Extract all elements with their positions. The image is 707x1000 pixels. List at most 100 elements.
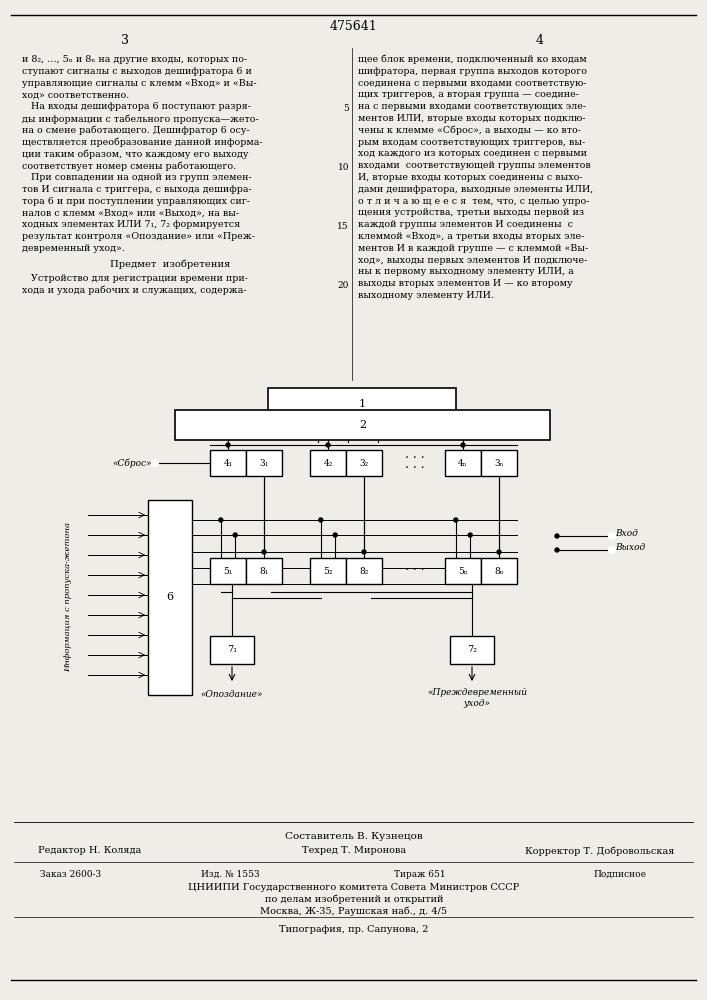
Text: на с первыми входами соответствующих эле-: на с первыми входами соответствующих эле… xyxy=(358,102,586,111)
Text: 20: 20 xyxy=(338,281,349,290)
Text: 3ₙ: 3ₙ xyxy=(494,458,503,468)
Circle shape xyxy=(454,518,458,522)
Text: 3₂: 3₂ xyxy=(359,458,368,468)
Circle shape xyxy=(326,443,330,447)
Text: 8₂: 8₂ xyxy=(359,566,368,576)
Text: девременный уход».: девременный уход». xyxy=(22,244,124,253)
Bar xyxy=(346,450,382,476)
Circle shape xyxy=(151,460,158,466)
Text: шифратора, первая группа выходов которого: шифратора, первая группа выходов которог… xyxy=(358,67,587,76)
Text: 2: 2 xyxy=(359,420,366,430)
Bar xyxy=(246,558,282,584)
Text: Тираж 651: Тираж 651 xyxy=(395,870,446,879)
Text: ментов И в каждой группе — с клеммой «Вы-: ментов И в каждой группе — с клеммой «Вы… xyxy=(358,244,588,253)
Bar xyxy=(310,450,346,476)
Text: соответствует номер смены работающего.: соответствует номер смены работающего. xyxy=(22,161,236,171)
Text: клеммой «Вход», а третьи входы вторых эле-: клеммой «Вход», а третьи входы вторых эл… xyxy=(358,232,585,241)
Bar xyxy=(445,558,481,584)
Circle shape xyxy=(609,532,616,540)
Text: ществляется преобразование данной информа-: ществляется преобразование данной информ… xyxy=(22,138,262,147)
Text: каждой группы элементов И соединены  с: каждой группы элементов И соединены с xyxy=(358,220,573,229)
Circle shape xyxy=(333,533,337,537)
Text: хода и ухода рабочих и служащих, содержа-: хода и ухода рабочих и служащих, содержа… xyxy=(22,285,247,295)
Text: Выход: Выход xyxy=(615,544,645,552)
Circle shape xyxy=(461,443,465,447)
Text: 4: 4 xyxy=(536,33,544,46)
Text: входами  соответствующей группы элементов: входами соответствующей группы элементов xyxy=(358,161,591,170)
Text: результат контроля «Опоздание» или «Преж-: результат контроля «Опоздание» или «Преж… xyxy=(22,232,255,241)
Bar xyxy=(481,558,517,584)
Text: Изд. № 1553: Изд. № 1553 xyxy=(201,870,259,879)
Circle shape xyxy=(497,550,501,554)
Text: 4₁: 4₁ xyxy=(223,458,233,468)
Text: 6: 6 xyxy=(166,592,173,602)
Bar xyxy=(268,388,456,420)
Bar xyxy=(310,558,346,584)
Text: Информация с пропуска-жетона: Информация с пропуска-жетона xyxy=(64,522,72,672)
Text: 5₁: 5₁ xyxy=(223,566,233,576)
Text: Составитель В. Кузнецов: Составитель В. Кузнецов xyxy=(285,832,423,841)
Text: Типография, пр. Сапунова, 2: Типография, пр. Сапунова, 2 xyxy=(279,925,428,934)
Text: тов И сигнала с триггера, с выхода дешифра-: тов И сигнала с триггера, с выхода дешиф… xyxy=(22,185,252,194)
Text: 7₁: 7₁ xyxy=(227,646,237,654)
Bar xyxy=(346,558,382,584)
Text: ходных элементах ИЛИ 7₁, 7₂ формируется: ходных элементах ИЛИ 7₁, 7₂ формируется xyxy=(22,220,240,229)
Text: ход», выходы первых элементов И подключе-: ход», выходы первых элементов И подключе… xyxy=(358,256,588,265)
Text: и 8₂, …, 5ₙ и 8ₙ на другие входы, которых по-: и 8₂, …, 5ₙ и 8ₙ на другие входы, которы… xyxy=(22,55,247,64)
Circle shape xyxy=(226,443,230,447)
Text: И, вторые входы которых соединены с выхо-: И, вторые входы которых соединены с выхо… xyxy=(358,173,583,182)
Text: «Сброс»: «Сброс» xyxy=(112,458,152,468)
Circle shape xyxy=(362,550,366,554)
Text: о т л и ч а ю щ е е с я  тем, что, с целью упро-: о т л и ч а ю щ е е с я тем, что, с цель… xyxy=(358,197,590,206)
Circle shape xyxy=(609,546,616,554)
Text: ЦНИИПИ Государственного комитета Совета Министров СССР: ЦНИИПИ Государственного комитета Совета … xyxy=(188,883,520,892)
Text: «Преждевременный: «Преждевременный xyxy=(427,688,527,697)
Text: налов с клемм «Вход» или «Выход», на вы-: налов с клемм «Вход» или «Выход», на вы- xyxy=(22,208,239,217)
Text: 15: 15 xyxy=(337,222,349,231)
Text: Вход: Вход xyxy=(615,530,638,538)
Circle shape xyxy=(468,533,472,537)
Bar xyxy=(175,410,550,440)
Text: ды информации с табельного пропуска—жето-: ды информации с табельного пропуска—жето… xyxy=(22,114,259,123)
Text: Корректор Т. Добровольская: Корректор Т. Добровольская xyxy=(525,846,674,856)
Circle shape xyxy=(555,548,559,552)
Text: щее блок времени, подключенный ко входам: щее блок времени, подключенный ко входам xyxy=(358,55,587,64)
Text: щих триггеров, а вторая группа — соедине-: щих триггеров, а вторая группа — соедине… xyxy=(358,90,579,99)
Text: 4₂: 4₂ xyxy=(323,458,333,468)
Circle shape xyxy=(262,550,266,554)
Text: щения устройства, третьи выходы первой из: щения устройства, третьи выходы первой и… xyxy=(358,208,584,217)
Text: ны к первому выходному элементу ИЛИ, а: ны к первому выходному элементу ИЛИ, а xyxy=(358,267,574,276)
Text: · · ·: · · · xyxy=(405,452,425,466)
Circle shape xyxy=(233,533,238,537)
Text: 3: 3 xyxy=(121,33,129,46)
Text: · · ·: · · · xyxy=(405,564,425,578)
Text: ментов ИЛИ, вторые входы которых подклю-: ментов ИЛИ, вторые входы которых подклю- xyxy=(358,114,585,123)
Text: 8ₙ: 8ₙ xyxy=(494,566,504,576)
Text: Редактор Н. Коляда: Редактор Н. Коляда xyxy=(38,846,141,855)
Bar xyxy=(148,500,192,695)
Text: Подписное: Подписное xyxy=(593,870,646,879)
Text: дами дешифратора, выходные элементы ИЛИ,: дами дешифратора, выходные элементы ИЛИ, xyxy=(358,185,593,194)
Bar xyxy=(481,450,517,476)
Text: чены к клемме «Сброс», а выходы — ко вто-: чены к клемме «Сброс», а выходы — ко вто… xyxy=(358,126,581,135)
Text: Заказ 2600-3: Заказ 2600-3 xyxy=(40,870,101,879)
Text: 7₂: 7₂ xyxy=(467,646,477,654)
Text: уход»: уход» xyxy=(464,699,491,708)
Bar xyxy=(210,558,246,584)
Text: «Опоздание»: «Опоздание» xyxy=(201,690,263,699)
Text: ход каждого из которых соединен с первыми: ход каждого из которых соединен с первым… xyxy=(358,149,587,158)
Bar xyxy=(450,636,494,664)
Text: выходы вторых элементов И — ко второму: выходы вторых элементов И — ко второму xyxy=(358,279,573,288)
Circle shape xyxy=(319,518,323,522)
Text: ции таким образом, что каждому его выходу: ции таким образом, что каждому его выход… xyxy=(22,149,248,159)
Text: 4ₙ: 4ₙ xyxy=(458,458,468,468)
Text: 1: 1 xyxy=(358,399,366,409)
Text: При совпадении на одной из групп элемен-: При совпадении на одной из групп элемен- xyxy=(22,173,252,182)
Bar xyxy=(445,450,481,476)
Text: по делам изобретений и открытий: по делам изобретений и открытий xyxy=(264,895,443,904)
Text: рым входам соответствующих триггеров, вы-: рым входам соответствующих триггеров, вы… xyxy=(358,138,585,147)
Text: на о смене работающего. Дешифратор 6 осу-: на о смене работающего. Дешифратор 6 осу… xyxy=(22,126,250,135)
Bar xyxy=(210,450,246,476)
Text: ход» соответственно.: ход» соответственно. xyxy=(22,90,129,99)
Text: 5ₙ: 5ₙ xyxy=(458,566,468,576)
